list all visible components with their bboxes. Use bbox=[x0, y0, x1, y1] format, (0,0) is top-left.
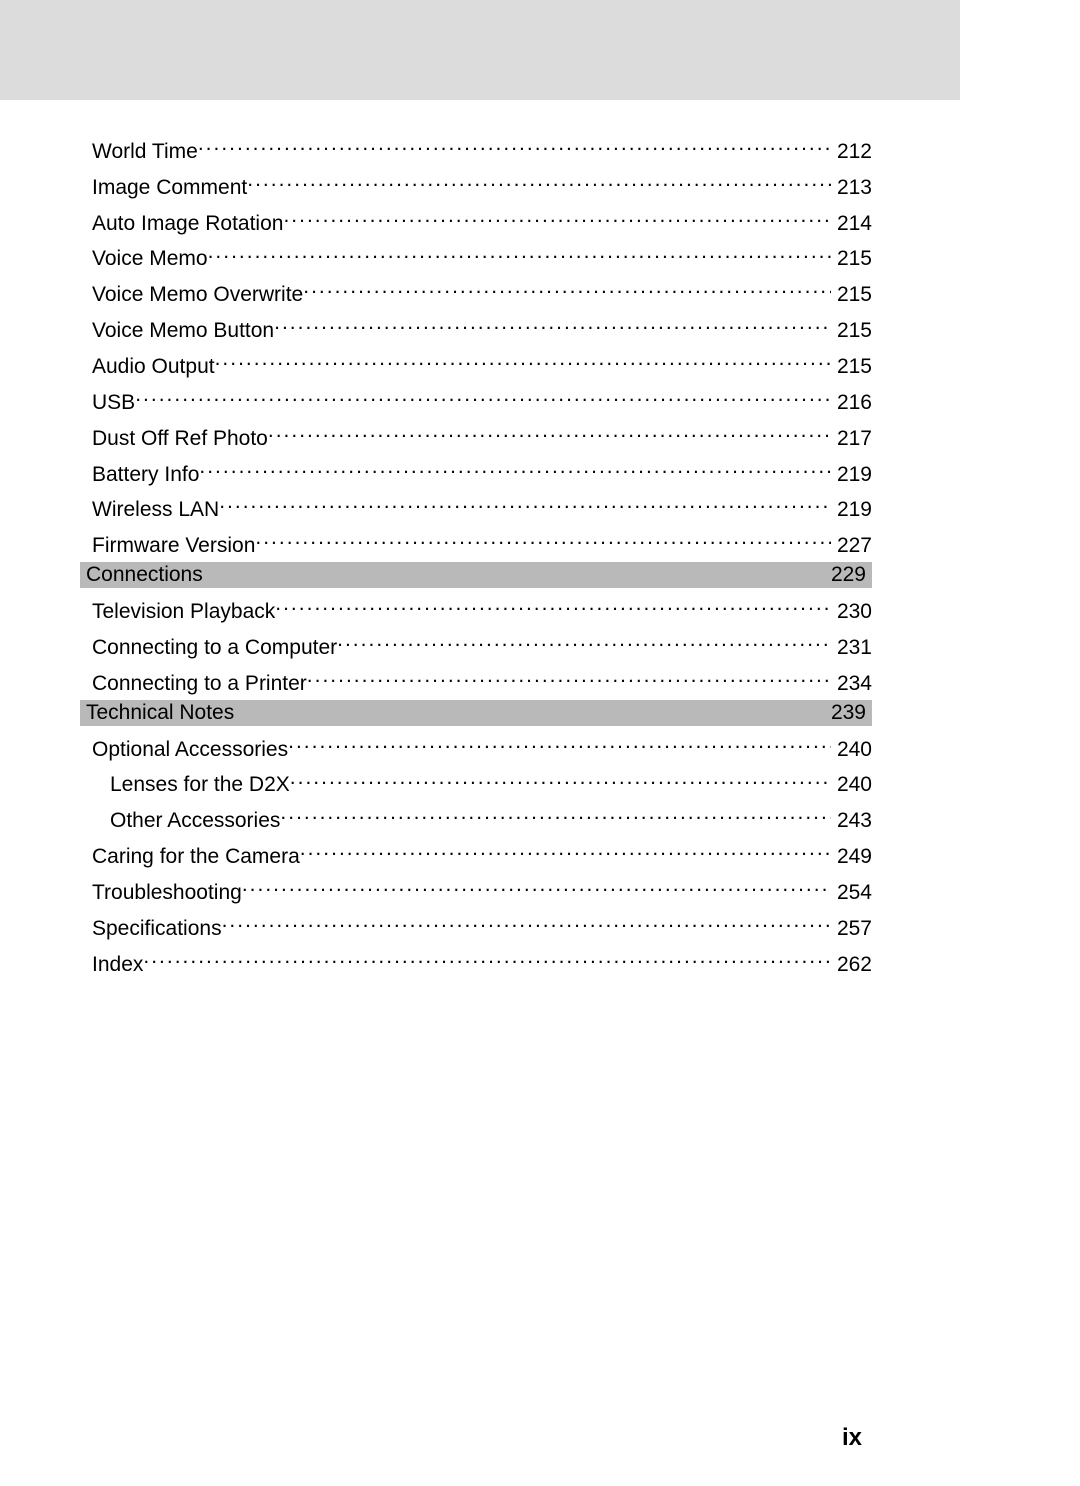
toc-leader-dots bbox=[255, 524, 831, 552]
toc-entry-page: 219 bbox=[831, 496, 872, 524]
toc-entry-page: 230 bbox=[831, 598, 872, 626]
toc-entry-page: 215 bbox=[831, 245, 872, 273]
toc-entry: Voice Memo Overwrite 215 bbox=[80, 273, 872, 309]
toc-entry-page: 231 bbox=[831, 634, 872, 662]
toc-leader-dots bbox=[274, 309, 831, 337]
toc-entry-page: 240 bbox=[831, 771, 872, 799]
toc-entry-page: 227 bbox=[831, 532, 872, 560]
toc-leader-dots bbox=[198, 130, 831, 158]
toc-entry: Optional Accessories 240 bbox=[80, 728, 872, 764]
toc-entry-label: Connecting to a Computer bbox=[92, 634, 337, 662]
toc-entry-label: Connecting to a Printer bbox=[92, 670, 307, 698]
header-bar bbox=[0, 0, 960, 100]
section-header: Connections 229 bbox=[80, 562, 872, 588]
toc-leader-dots bbox=[222, 907, 831, 935]
toc-entry: Troubleshooting 254 bbox=[80, 871, 872, 907]
toc-entry-label: Voice Memo bbox=[92, 245, 208, 273]
toc-leader-dots bbox=[135, 381, 831, 409]
toc-entry: Caring for the Camera 249 bbox=[80, 835, 872, 871]
toc-entry-label: Wireless LAN bbox=[92, 496, 219, 524]
toc-entry-label: Voice Memo Overwrite bbox=[92, 281, 303, 309]
toc-leader-dots bbox=[247, 166, 831, 194]
toc-entry-page: 217 bbox=[831, 425, 872, 453]
toc-entry-label: Lenses for the D2X bbox=[110, 771, 290, 799]
toc-entry-page: 257 bbox=[831, 915, 872, 943]
toc-entry-page: 234 bbox=[831, 670, 872, 698]
section-page: 239 bbox=[831, 701, 866, 725]
toc-entry-page: 216 bbox=[831, 389, 872, 417]
toc-leader-dots bbox=[290, 764, 831, 792]
toc-leader-dots bbox=[280, 799, 831, 827]
toc-entry-label: Firmware Version bbox=[92, 532, 255, 560]
toc-entry-label: Voice Memo Button bbox=[92, 317, 274, 345]
toc-entry-label: Caring for the Camera bbox=[92, 843, 300, 871]
toc-entry-label: Troubleshooting bbox=[92, 879, 242, 907]
toc-entry: Battery Info 219 bbox=[80, 453, 872, 489]
toc-entry-page: 240 bbox=[831, 736, 872, 764]
toc-entry: USB 216 bbox=[80, 381, 872, 417]
toc-leader-dots bbox=[215, 345, 831, 373]
toc-entry: Audio Output 215 bbox=[80, 345, 872, 381]
toc-entry-page: 215 bbox=[831, 353, 872, 381]
toc-entry-label: Auto Image Rotation bbox=[92, 210, 283, 238]
toc-entry: Television Playback 230 bbox=[80, 590, 872, 626]
toc-entry-label: Audio Output bbox=[92, 353, 215, 381]
toc-entry: World Time 212 bbox=[80, 130, 872, 166]
toc-entry-label: USB bbox=[92, 389, 135, 417]
page-number: ix bbox=[842, 1424, 862, 1452]
toc-leader-dots bbox=[303, 273, 831, 301]
toc-leader-dots bbox=[143, 943, 831, 971]
toc-entry: Voice Memo Button 215 bbox=[80, 309, 872, 345]
toc-entry: Other Accessories 243 bbox=[80, 799, 872, 835]
toc-leader-dots bbox=[300, 835, 831, 863]
toc-leader-dots bbox=[242, 871, 831, 899]
toc-entry: Dust Off Ref Photo 217 bbox=[80, 417, 872, 453]
toc-entry-page: 212 bbox=[831, 138, 872, 166]
toc-leader-dots bbox=[337, 626, 831, 654]
toc-entry-page: 214 bbox=[831, 210, 872, 238]
toc-entry-page: 215 bbox=[831, 317, 872, 345]
section-page: 229 bbox=[831, 563, 866, 587]
toc-entry: Connecting to a Printer 234 bbox=[80, 662, 872, 698]
toc-entry: Voice Memo 215 bbox=[80, 238, 872, 274]
toc-entry: Connecting to a Computer 231 bbox=[80, 626, 872, 662]
toc-entry: Index 262 bbox=[80, 943, 872, 979]
toc-entry: Firmware Version 227 bbox=[80, 524, 872, 560]
toc-entry-label: Other Accessories bbox=[110, 807, 280, 835]
toc-block: World Time212Image Comment213Auto Image … bbox=[80, 130, 872, 979]
toc-entry-label: Dust Off Ref Photo bbox=[92, 425, 268, 453]
toc-entry-page: 249 bbox=[831, 843, 872, 871]
toc-entry-page: 243 bbox=[831, 807, 872, 835]
toc-leader-dots bbox=[275, 590, 831, 618]
toc-entry-page: 213 bbox=[831, 174, 872, 202]
toc-entry-label: Optional Accessories bbox=[92, 736, 288, 764]
toc-leader-dots bbox=[268, 417, 831, 445]
toc-content: World Time212Image Comment213Auto Image … bbox=[0, 100, 1080, 979]
toc-leader-dots bbox=[288, 728, 831, 756]
toc-entry-label: World Time bbox=[92, 138, 198, 166]
toc-entry: Lenses for the D2X 240 bbox=[80, 764, 872, 800]
toc-entry-label: Battery Info bbox=[92, 461, 199, 489]
toc-leader-dots bbox=[283, 202, 831, 230]
toc-entry-label: Television Playback bbox=[92, 598, 275, 626]
toc-entry: Image Comment 213 bbox=[80, 166, 872, 202]
toc-entry-label: Index bbox=[92, 951, 143, 979]
toc-entry-page: 262 bbox=[831, 951, 872, 979]
section-title: Technical Notes bbox=[86, 701, 234, 725]
toc-entry-label: Speciﬁcations bbox=[92, 915, 222, 943]
toc-entry-page: 254 bbox=[831, 879, 872, 907]
toc-entry-label: Image Comment bbox=[92, 174, 247, 202]
toc-leader-dots bbox=[219, 488, 831, 516]
toc-entry: Speciﬁcations 257 bbox=[80, 907, 872, 943]
toc-leader-dots bbox=[208, 238, 831, 266]
section-title: Connections bbox=[86, 563, 203, 587]
toc-entry-page: 215 bbox=[831, 281, 872, 309]
toc-leader-dots bbox=[199, 453, 831, 481]
section-header: Technical Notes 239 bbox=[80, 700, 872, 726]
toc-entry: Wireless LAN 219 bbox=[80, 488, 872, 524]
toc-entry-page: 219 bbox=[831, 461, 872, 489]
toc-entry: Auto Image Rotation 214 bbox=[80, 202, 872, 238]
toc-leader-dots bbox=[307, 662, 831, 690]
